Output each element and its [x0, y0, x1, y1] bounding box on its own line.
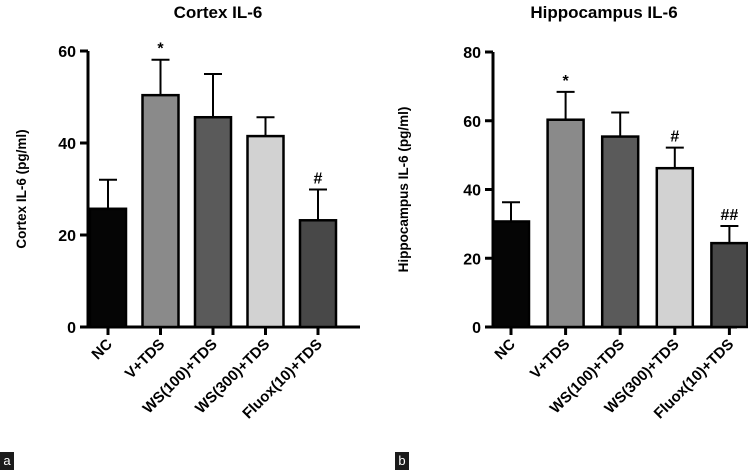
- bar-v-tds: [141, 93, 180, 329]
- chart-title: Hippocampus IL-6: [530, 3, 677, 22]
- significance-marker: #: [314, 170, 323, 187]
- y-tick-label: 20: [58, 228, 76, 245]
- bar-ws-300-tds: [655, 166, 695, 329]
- bar-nc: [491, 220, 531, 329]
- y-tick-label: 0: [67, 320, 76, 337]
- y-axis-label: Hippocampus IL-6 (pg/ml): [396, 107, 411, 273]
- y-axis-label: Cortex IL-6 (pg/ml): [14, 129, 29, 248]
- significance-marker: #: [670, 129, 679, 146]
- bar-ws-300-tds: [246, 134, 285, 329]
- y-tick-label: 40: [463, 183, 481, 200]
- chart-title: Cortex IL-6: [174, 3, 263, 22]
- x-tick-label: NC: [88, 336, 115, 363]
- bar-v-tds: [546, 118, 585, 329]
- y-tick-label: 80: [463, 45, 481, 62]
- y-tick-label: 60: [58, 44, 76, 61]
- y-tick-label: 60: [463, 114, 481, 131]
- x-tick-label: V+TDS: [527, 336, 574, 383]
- bar-ws-100-tds: [600, 135, 640, 329]
- significance-marker: *: [562, 73, 569, 90]
- x-tick-label: V+TDS: [122, 336, 169, 383]
- significance-marker: ##: [721, 207, 739, 224]
- chart-panel-b: Hippocampus IL-6 Hippocampus IL-6 (pg/ml)…: [396, 3, 748, 422]
- y-tick-label: 0: [472, 320, 481, 337]
- y-tick-label: 40: [58, 136, 76, 153]
- panel-label-b: b: [395, 452, 409, 470]
- panel-label-a: a: [0, 452, 14, 470]
- bar-fluox-10-tds: [298, 219, 338, 329]
- bar-fluox-10-tds: [710, 241, 748, 329]
- bar-nc: [88, 207, 128, 329]
- chart-panel-a: Cortex IL-6 Cortex IL-6 (pg/ml) 0 20 40 60 NC *…: [14, 3, 360, 422]
- x-tick-label: NC: [491, 336, 518, 363]
- significance-marker: *: [157, 41, 164, 58]
- bar-ws-100-tds: [193, 115, 233, 329]
- y-tick-label: 20: [463, 251, 481, 268]
